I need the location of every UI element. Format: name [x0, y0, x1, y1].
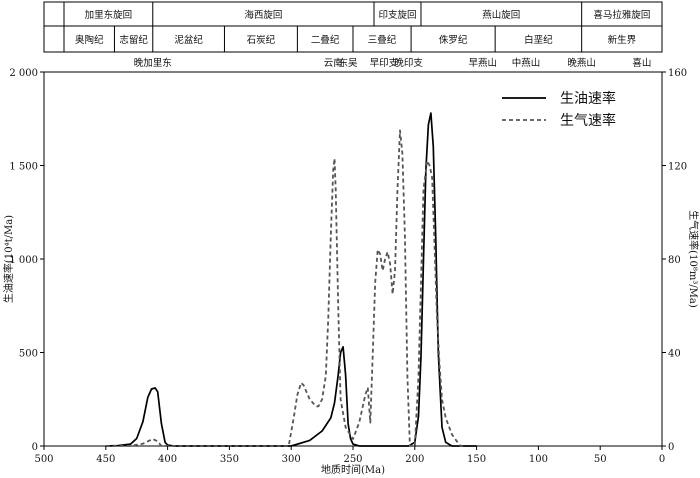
x-tick-label: 250 [343, 454, 362, 465]
orogeny-cell-label: 印支旋回 [378, 9, 416, 21]
x-tick-label: 150 [467, 454, 486, 465]
orogeny-cell-label: 燕山旋回 [482, 9, 520, 21]
x-tick-label: 400 [158, 454, 177, 465]
tectonic-event-label: 东吴 [339, 57, 359, 69]
x-tick-label: 300 [282, 454, 301, 465]
y-right-tick-label: 40 [668, 349, 681, 360]
y-left-axis-title: 生油速率(10⁴t/Ma) [2, 215, 15, 303]
x-tick-label: 500 [34, 454, 53, 465]
period-cell-label: 三叠纪 [368, 34, 397, 46]
y-right-tick-label: 120 [668, 162, 687, 173]
y-right-tick-label: 0 [668, 442, 674, 453]
y-right-tick-label: 160 [668, 68, 687, 79]
y-right-axis-title: 生气速率(10⁸m³/Ma) [687, 210, 700, 308]
series-line-gas-rate [105, 129, 465, 447]
period-cell-label: 白垩纪 [524, 34, 553, 46]
series-layer [105, 112, 477, 447]
orogeny-cell-label: 海西旋回 [244, 9, 282, 21]
legend-entry-label: 生气速率 [560, 112, 616, 129]
period-cell-label: 泥盆纪 [174, 34, 203, 46]
x-tick-label: 200 [405, 454, 424, 465]
x-axis-title: 地质时间(Ma) [321, 463, 385, 476]
legend-entry-label: 生油速率 [560, 90, 616, 107]
period-cell-label: 奥陶纪 [75, 34, 104, 46]
tectonic-event-label: 晚加里东 [134, 57, 172, 69]
period-cell-label: 新生界 [608, 34, 637, 46]
tectonic-event-label: 晚燕山 [567, 57, 596, 69]
y-right-tick-label: 80 [668, 255, 681, 266]
period-cell-label: 侏罗纪 [439, 34, 468, 46]
y-left-tick-label: 1 500 [9, 162, 38, 173]
y-left-tick-label: 1 000 [9, 255, 38, 266]
tectonic-event-label: 中燕山 [512, 57, 541, 69]
period-cell-label: 石炭纪 [247, 34, 276, 46]
x-tick-label: 0 [659, 454, 665, 465]
x-tick-label: 50 [594, 454, 607, 465]
tectonic-event-label: 早印支 [370, 57, 399, 69]
y-left-tick-label: 0 [32, 442, 38, 453]
orogeny-cell-label: 加里东旋回 [85, 9, 133, 21]
period-cell-label: 志留纪 [119, 34, 148, 46]
tectonic-event-label: 早燕山 [469, 57, 498, 69]
orogeny-cell-label: 喜马拉雅旋回 [593, 9, 650, 21]
tectonic-event-label: 晚印支 [394, 57, 423, 69]
y-left-tick-label: 2 000 [9, 68, 38, 79]
x-tick-label: 350 [220, 454, 239, 465]
x-tick-label: 450 [96, 454, 115, 465]
series-line-oil-rate [105, 112, 477, 447]
tectonic-event-label: 云南 [324, 57, 343, 69]
tectonic-event-label: 喜山 [632, 57, 651, 69]
y-left-tick-label: 500 [19, 349, 38, 360]
period-cell-label: 二叠纪 [311, 34, 340, 46]
x-tick-label: 100 [529, 454, 548, 465]
